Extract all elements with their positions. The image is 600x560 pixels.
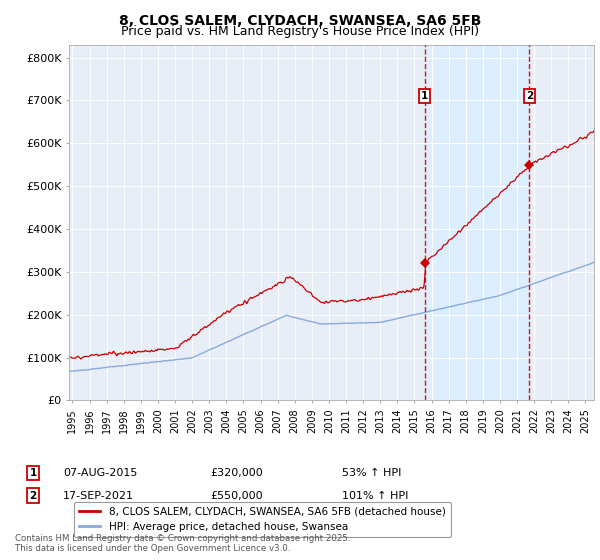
Text: 101% ↑ HPI: 101% ↑ HPI [342, 491, 409, 501]
Text: 17-SEP-2021: 17-SEP-2021 [63, 491, 134, 501]
Text: Contains HM Land Registry data © Crown copyright and database right 2025.
This d: Contains HM Land Registry data © Crown c… [15, 534, 350, 553]
Text: 8, CLOS SALEM, CLYDACH, SWANSEA, SA6 5FB: 8, CLOS SALEM, CLYDACH, SWANSEA, SA6 5FB [119, 14, 481, 28]
Text: 1: 1 [29, 468, 37, 478]
Text: 07-AUG-2015: 07-AUG-2015 [63, 468, 137, 478]
Text: Price paid vs. HM Land Registry's House Price Index (HPI): Price paid vs. HM Land Registry's House … [121, 25, 479, 38]
Text: £550,000: £550,000 [210, 491, 263, 501]
Text: 2: 2 [526, 91, 533, 101]
Text: 1: 1 [421, 91, 428, 101]
Legend: 8, CLOS SALEM, CLYDACH, SWANSEA, SA6 5FB (detached house), HPI: Average price, d: 8, CLOS SALEM, CLYDACH, SWANSEA, SA6 5FB… [74, 502, 451, 537]
Text: £320,000: £320,000 [210, 468, 263, 478]
Text: 2: 2 [29, 491, 37, 501]
Bar [425, 45, 529, 400]
Text: 53% ↑ HPI: 53% ↑ HPI [342, 468, 401, 478]
